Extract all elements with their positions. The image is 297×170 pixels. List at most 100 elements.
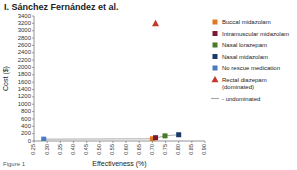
y-tick-label: 3200 <box>18 20 32 26</box>
x-tick <box>86 141 87 143</box>
legend-symbol <box>213 66 218 71</box>
y-tick <box>32 38 34 39</box>
legend-label: No rescue medication <box>222 65 280 71</box>
y-axis-label: Cost ($) <box>2 66 10 91</box>
frontier-line <box>44 135 179 139</box>
y-axis <box>34 16 35 141</box>
legend: Buccal midazolam Intramuscular midazolam N… <box>211 19 289 102</box>
y-tick-label: 3000 <box>18 27 32 33</box>
y-tick-label: 0 <box>28 138 32 144</box>
y-tick <box>32 89 34 90</box>
y-tick-label: 1800 <box>18 71 32 77</box>
legend-label: Rectal diazepam (dominated) <box>222 76 267 90</box>
x-tick-label: 0.55 <box>109 144 115 155</box>
y-tick <box>32 141 34 142</box>
y-tick-label: 600 <box>21 116 32 122</box>
legend-symbol <box>212 76 219 82</box>
x-tick <box>126 141 127 143</box>
y-tick <box>32 60 34 61</box>
legend-label-line: Nasal midazolam <box>222 53 268 59</box>
y-tick-label: 1400 <box>18 86 32 92</box>
legend-label: - undominated <box>222 95 260 101</box>
x-tick <box>152 141 153 143</box>
point <box>163 133 168 138</box>
x-tick-label: 0.40 <box>70 144 76 155</box>
legend-symbol <box>213 43 218 48</box>
y-tick <box>32 133 34 134</box>
plot-area <box>41 20 181 141</box>
title: I. Sánchez Fernández et al. <box>4 2 119 12</box>
x-tick <box>47 141 48 143</box>
x-tick <box>73 141 74 143</box>
legend-label-line: Rectal diazepam <box>222 76 267 82</box>
footnote: Figure 1 <box>3 161 26 167</box>
y-tick-label: 1000 <box>18 101 32 107</box>
y-tick-label: 200 <box>21 130 32 136</box>
y-tick <box>32 67 34 68</box>
y-tick <box>32 126 34 127</box>
y-tick <box>32 45 34 46</box>
x-tick-label: 0.30 <box>44 144 50 155</box>
legend-symbol <box>213 31 218 36</box>
x-tick-label: 0.75 <box>162 144 168 155</box>
x-tick-label: 0.65 <box>136 144 142 155</box>
x-tick <box>191 141 192 143</box>
x-tick <box>178 141 179 143</box>
legend-label-line: Intramuscular midazolam <box>222 30 289 36</box>
y-tick <box>32 23 34 24</box>
point <box>152 20 159 26</box>
x-tick <box>60 141 61 143</box>
x-tick-label: 0.25 <box>30 144 36 155</box>
x-tick-label: 0.45 <box>83 144 89 155</box>
y-tick <box>32 30 34 31</box>
point <box>153 135 158 140</box>
x-tick <box>139 141 140 143</box>
x-tick-label: 0.70 <box>149 144 155 155</box>
legend-label: Nasal lorazepam <box>222 42 267 48</box>
y-tick <box>32 82 34 83</box>
point <box>41 137 46 141</box>
y-tick-label: 2600 <box>18 42 32 48</box>
x-tick <box>99 141 100 143</box>
y-tick-label: 1200 <box>18 93 32 99</box>
y-tick-label: 400 <box>21 123 32 129</box>
x-axis-label: Effectiveness (%) <box>92 160 146 168</box>
x-axis <box>34 141 205 142</box>
x-tick <box>205 141 206 143</box>
x-tick-label: 0.85 <box>188 144 194 155</box>
x-tick-label: 0.50 <box>96 144 102 155</box>
y-tick <box>32 16 34 17</box>
y-tick <box>32 104 34 105</box>
y-tick-label: 2800 <box>18 35 32 41</box>
x-tick-label: 0.80 <box>175 144 181 155</box>
legend-label-line: (dominated) <box>222 84 254 90</box>
legend-label-line: Nasal lorazepam <box>222 42 267 48</box>
legend-symbol <box>211 98 219 99</box>
y-tick <box>32 96 34 97</box>
y-tick-label: 2200 <box>18 57 32 63</box>
y-tick <box>32 111 34 112</box>
y-tick-label: 3400 <box>18 13 32 19</box>
y-tick <box>32 52 34 53</box>
y-tick <box>32 118 34 119</box>
y-tick-label: 1600 <box>18 79 32 85</box>
y-tick-label: 800 <box>21 108 32 114</box>
legend-label-line: Buccal midazolam <box>222 19 271 25</box>
legend-label: Buccal midazolam <box>222 19 271 25</box>
x-tick <box>112 141 113 143</box>
legend-symbol <box>213 54 218 59</box>
chart: I. Sánchez Fernández et al. 0.25 0.30 0.35 0… <box>0 0 297 170</box>
y-tick-label: 2400 <box>18 49 32 55</box>
x-tick-label: 0.90 <box>201 144 207 155</box>
legend-label-line: - undominated <box>222 95 260 101</box>
legend-symbol <box>213 20 218 25</box>
y-tick-label: 2000 <box>18 64 32 70</box>
legend-label-line: No rescue medication <box>222 65 280 71</box>
point <box>176 132 181 137</box>
x-tick-label: 0.60 <box>123 144 129 155</box>
legend-label: Nasal midazolam <box>222 53 268 59</box>
x-tick <box>165 141 166 143</box>
y-tick <box>32 74 34 75</box>
x-tick-label: 0.35 <box>57 144 63 155</box>
legend-label: Intramuscular midazolam <box>222 30 289 36</box>
